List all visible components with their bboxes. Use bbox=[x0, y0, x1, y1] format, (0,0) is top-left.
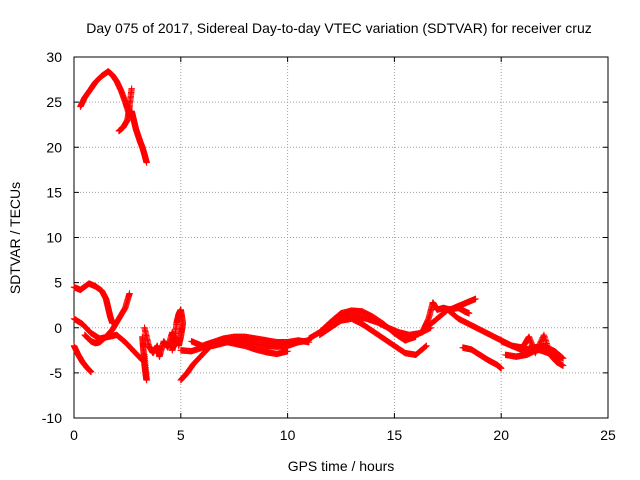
series-drop-19 bbox=[459, 344, 505, 372]
data-point bbox=[423, 342, 430, 349]
y-tick-label: 0 bbox=[54, 320, 62, 336]
y-tick-label: -10 bbox=[42, 410, 62, 426]
data-point bbox=[143, 159, 150, 166]
x-tick-label: 20 bbox=[493, 427, 509, 443]
y-tick-label: 25 bbox=[46, 94, 62, 110]
series-drop-3.3 bbox=[139, 333, 150, 384]
y-axis-label: SDTVAR / TECUs bbox=[7, 182, 23, 294]
series-hump-12b bbox=[316, 315, 430, 359]
series-upper-arc bbox=[77, 68, 133, 119]
data-point bbox=[175, 342, 182, 349]
data-point bbox=[126, 290, 133, 297]
axis-ticks: 0 5 10 15 20 25 -10 -5 0 5 10 15 20 25 30 bbox=[42, 49, 616, 443]
data-point bbox=[558, 354, 566, 361]
data-point bbox=[555, 357, 563, 364]
data-points bbox=[70, 68, 567, 384]
series-hump-12c bbox=[331, 311, 434, 339]
data-point bbox=[472, 295, 479, 303]
x-axis-label: GPS time / hours bbox=[288, 458, 395, 474]
series-tail-21c bbox=[502, 346, 563, 364]
series-arc-4 bbox=[70, 280, 116, 327]
data-point bbox=[559, 362, 567, 369]
series-lower-descent bbox=[70, 342, 95, 376]
data-point bbox=[141, 351, 148, 359]
grid bbox=[74, 57, 608, 418]
y-tick-label: 5 bbox=[54, 275, 62, 291]
y-tick-label: 30 bbox=[46, 49, 62, 65]
data-point bbox=[498, 365, 505, 372]
data-point bbox=[559, 355, 567, 362]
y-tick-label: -5 bbox=[50, 365, 63, 381]
data-point bbox=[465, 310, 473, 317]
data-point bbox=[87, 368, 95, 376]
x-tick-label: 15 bbox=[387, 427, 403, 443]
data-point bbox=[284, 348, 291, 355]
data-point bbox=[554, 356, 561, 363]
series-upper-descent bbox=[128, 107, 150, 166]
series-arc-c bbox=[81, 290, 133, 347]
series-upper-cluster bbox=[115, 85, 135, 135]
y-tick-label: 20 bbox=[46, 139, 62, 155]
series-mid-2 bbox=[177, 337, 313, 355]
data-point bbox=[421, 343, 429, 351]
series-cluster-3.5 bbox=[141, 324, 180, 360]
x-tick-label: 25 bbox=[600, 427, 616, 443]
y-tick-label: 10 bbox=[46, 230, 62, 246]
x-tick-label: 5 bbox=[177, 427, 185, 443]
data-point bbox=[554, 356, 562, 363]
data-point bbox=[559, 354, 566, 362]
data-point bbox=[422, 343, 429, 350]
chart-title: Day 075 of 2017, Sidereal Day-to-day VTE… bbox=[86, 20, 592, 36]
data-point bbox=[128, 85, 135, 92]
x-tick-label: 10 bbox=[280, 427, 296, 443]
series-spike-5 bbox=[169, 306, 187, 354]
y-tick-label: 15 bbox=[46, 184, 62, 200]
x-tick-label: 0 bbox=[70, 427, 78, 443]
